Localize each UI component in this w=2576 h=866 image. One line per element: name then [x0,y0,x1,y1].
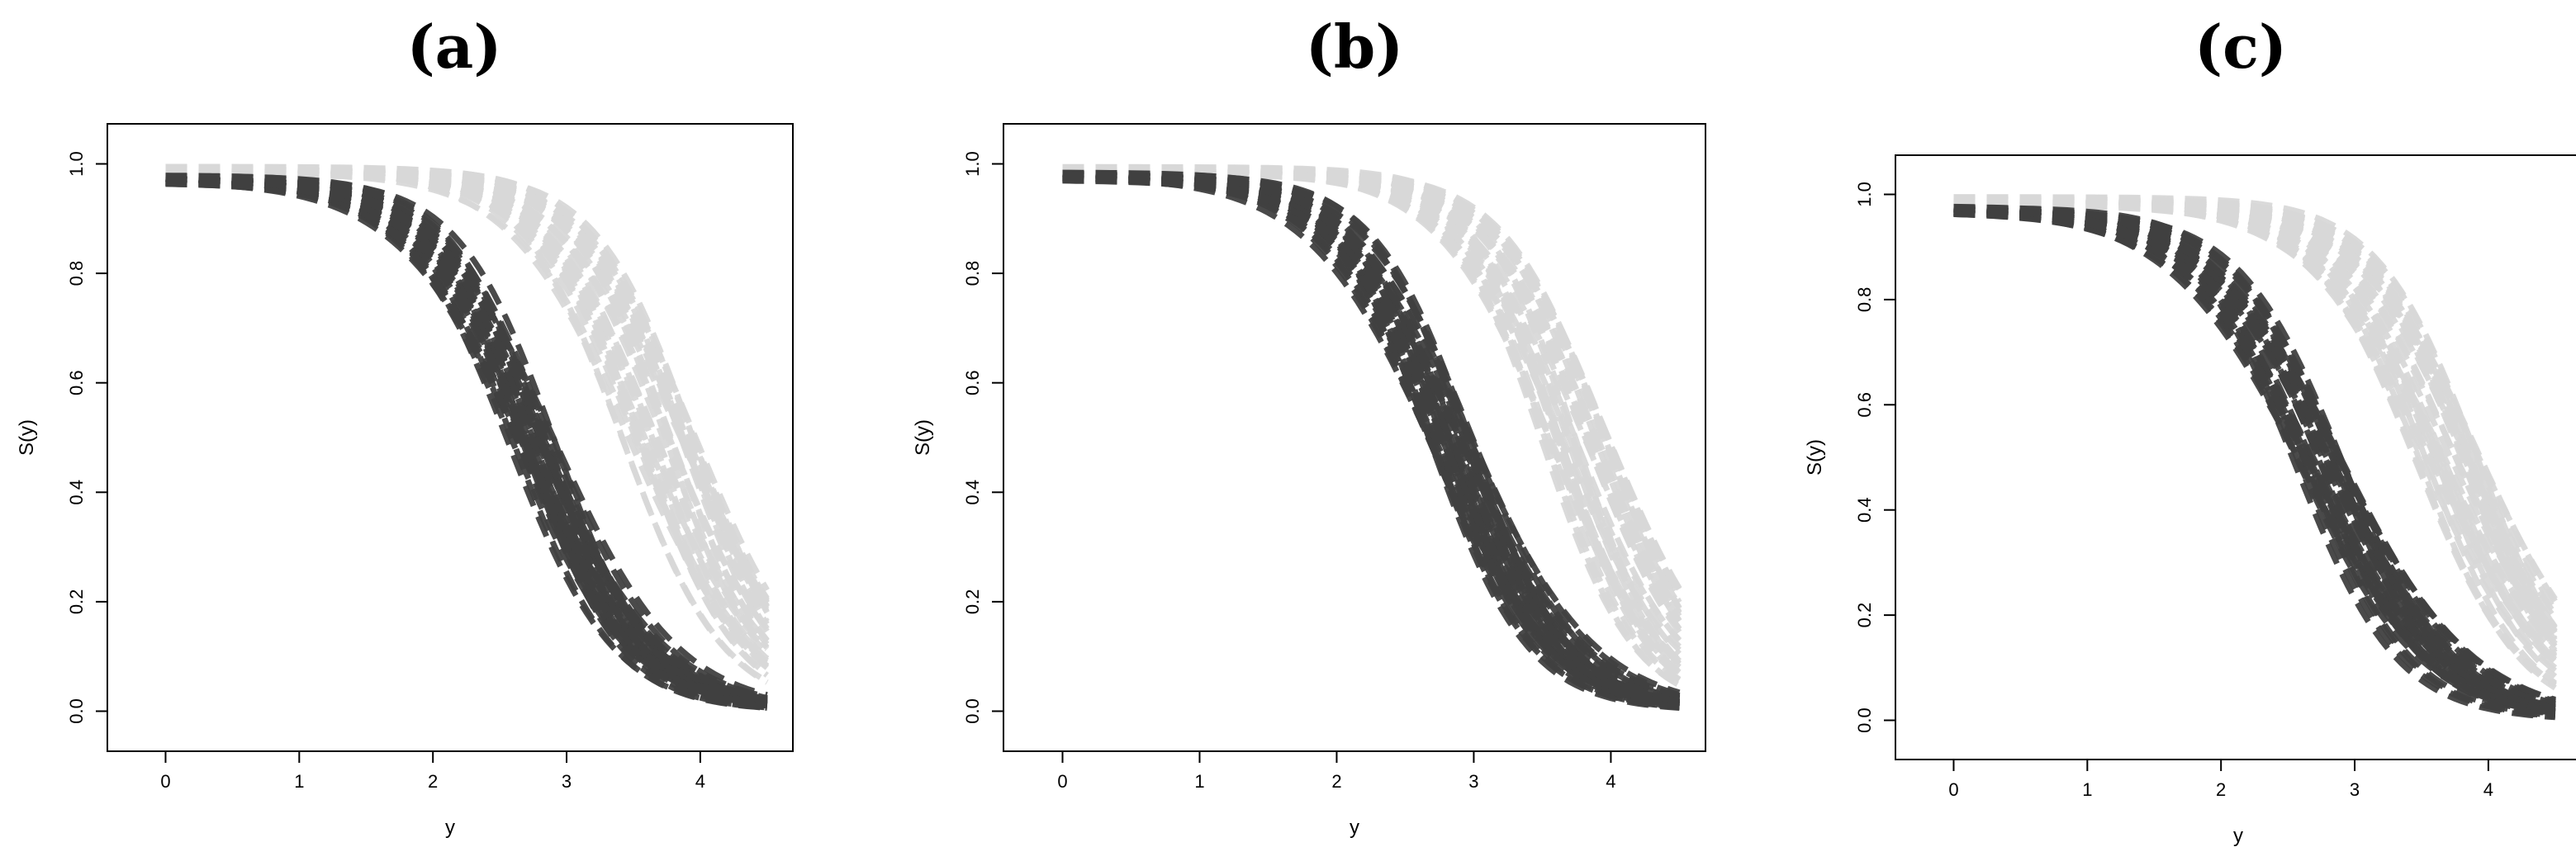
x-tick-label: 4 [1606,771,1615,792]
x-tick-label: 0 [160,771,170,792]
x-tick-label: 2 [428,771,438,792]
x-tick-label: 3 [562,771,572,792]
series-dark-curve [1062,174,1680,704]
series-dark-curve [165,179,768,703]
x-axis-label: y [1350,816,1359,839]
x-tick-label: 3 [1468,771,1478,792]
series-light-curve [1953,200,2557,674]
curves-c [1953,194,2558,721]
y-tick-label: 0.2 [1854,603,1875,628]
x-tick-label: 1 [2082,779,2092,800]
y-tick-label: 0.4 [962,480,983,505]
curves-a [165,163,770,711]
y-tick-label: 0.4 [1854,497,1875,523]
y-axis-label: S(y) [912,419,934,456]
y-tick-label: 0.4 [66,480,87,505]
series-dark-curve [1062,173,1680,707]
panel-a: (a) 0 1 2 3 4 0.0 0.2 0.4 0.6 0.8 1.0 y S(y) [16,12,794,839]
plot-frame [1003,123,1706,752]
x-tick-label: 4 [695,771,705,792]
ticks-c: 0 1 2 3 4 0.0 0.2 0.4 0.6 0.8 1.0 [1854,182,2493,800]
series-light-curve [1062,164,1682,674]
x-tick-label: 4 [2483,779,2493,800]
y-tick-label: 1.0 [66,151,87,177]
x-tick-label: 1 [294,771,304,792]
panel-c: (c) 0 1 2 3 4 0.0 0.2 0.4 0.6 0.8 1.0 y S(y) [1804,12,2576,847]
y-axis-label: S(y) [1804,439,1826,476]
panel-label: (b) [1306,12,1403,82]
x-tick-label: 1 [1194,771,1204,792]
plot-frame [107,123,794,752]
y-tick-label: 1.0 [1854,182,1875,207]
y-tick-label: 0.8 [1854,287,1875,313]
series-dark-curve [165,177,768,709]
plot-frame [1895,154,2576,760]
y-tick-label: 0.2 [66,589,87,615]
panel-b: (b) 0 1 2 3 4 0.0 0.2 0.4 0.6 0.8 1.0 y S(y) [912,12,1706,839]
panel-label: (a) [407,12,502,82]
x-tick-label: 2 [1331,771,1341,792]
x-tick-label: 0 [1948,779,1958,800]
y-tick-label: 1.0 [962,151,983,177]
series-dark-curve [1062,169,1681,706]
x-axis-label: y [2233,825,2243,847]
x-tick-label: 3 [2350,779,2360,800]
y-tick-label: 0.0 [1854,707,1875,733]
y-tick-label: 0.6 [1854,392,1875,418]
y-tick-label: 0.8 [962,261,983,286]
x-tick-label: 2 [2216,779,2226,800]
y-tick-label: 0.8 [66,261,87,286]
ticks-a: 0 1 2 3 4 0.0 0.2 0.4 0.6 0.8 1.0 [66,151,705,792]
curves-b [1062,163,1682,711]
y-tick-label: 0.6 [66,370,87,395]
x-tick-label: 0 [1057,771,1067,792]
y-tick-label: 0.2 [962,589,983,615]
panel-label: (c) [2194,12,2287,82]
series-dark-curve [1953,205,2556,716]
x-axis-label: y [445,816,455,839]
y-tick-label: 0.0 [66,698,87,724]
y-tick-label: 0.6 [962,370,983,395]
y-tick-label: 0.0 [962,698,983,724]
ticks-b: 0 1 2 3 4 0.0 0.2 0.4 0.6 0.8 1.0 [962,151,1616,792]
y-axis-label: S(y) [16,419,38,456]
